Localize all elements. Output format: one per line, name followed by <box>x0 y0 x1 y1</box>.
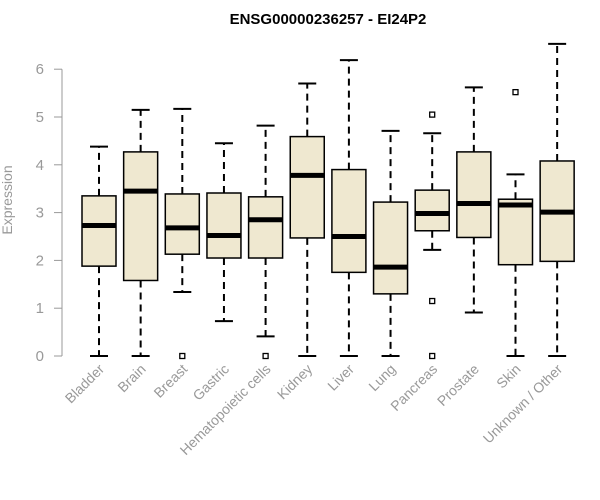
y-tick-label: 4 <box>36 157 44 174</box>
x-tick-label: Kidney <box>274 361 316 403</box>
iqr-box <box>206 192 242 259</box>
box-unknown-other <box>539 42 575 357</box>
iqr-box <box>497 198 534 266</box>
x-tick-label: Bladder <box>62 361 108 407</box>
box-skin <box>497 88 534 357</box>
outlier-point <box>429 111 436 118</box>
box-bladder <box>81 145 117 357</box>
iqr-box <box>331 168 367 274</box>
boxes <box>81 42 575 360</box>
iqr-box <box>247 196 284 259</box>
outlier-point <box>262 352 269 360</box>
iqr-box <box>372 201 409 295</box>
y-axis: 0 1 2 3 4 5 6 <box>36 61 63 365</box>
outlier-point <box>429 352 436 360</box>
box-breast <box>164 107 201 360</box>
iqr-box <box>289 135 325 239</box>
outlier-point <box>179 352 186 360</box>
chart-title: ENSG00000236257 - EI24P2 <box>230 11 427 28</box>
iqr-box <box>81 195 117 267</box>
x-tick-label: Unknown / Other <box>480 361 566 447</box>
y-tick-label: 6 <box>36 61 44 78</box>
box-pancreas <box>414 111 450 360</box>
y-axis-label: Expression <box>0 165 15 234</box>
x-tick-label: Breast <box>150 361 190 401</box>
box-liver <box>331 59 367 357</box>
box-kidney <box>289 82 325 357</box>
outlier-point <box>512 88 519 96</box>
y-tick-label: 1 <box>36 300 44 317</box>
y-tick-label: 2 <box>36 252 44 269</box>
x-tick-label: Liver <box>324 361 357 394</box>
x-tick-label: Prostate <box>434 361 482 409</box>
iqr-box <box>414 189 450 232</box>
iqr-box <box>164 193 201 255</box>
box-gastric <box>206 142 242 323</box>
box-lung <box>372 129 409 357</box>
y-tick-label: 5 <box>36 109 44 126</box>
box-hematopoietic-cells <box>247 124 284 360</box>
y-tick-label: 3 <box>36 205 44 222</box>
box-brain <box>122 108 159 357</box>
x-tick-label: Skin <box>493 361 524 392</box>
x-tick-label: Lung <box>365 361 398 394</box>
x-tick-label: Brain <box>114 361 148 395</box>
outlier-point <box>429 297 436 305</box>
iqr-box <box>122 151 159 282</box>
y-tick-label: 0 <box>36 348 44 365</box>
box-prostate <box>456 86 492 314</box>
iqr-box <box>456 151 492 239</box>
